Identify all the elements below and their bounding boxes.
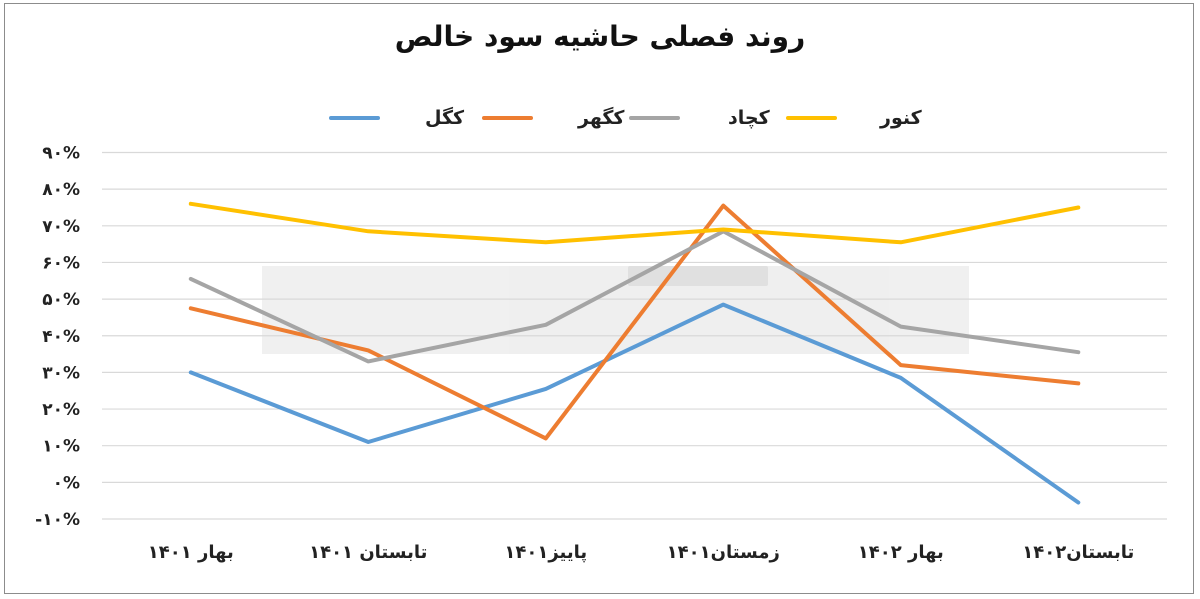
watermark-logo	[262, 266, 969, 354]
legend-label: کگهر	[577, 106, 625, 129]
y-tick-label: ۰%	[53, 473, 80, 493]
chart-title: روند فصلی حاشیه سود خالص	[394, 20, 806, 53]
legend-label: کگل	[425, 106, 465, 129]
x-tick-label: بهار ۱۴۰۲	[858, 542, 944, 563]
y-tick-label: ۱۰%	[42, 437, 80, 457]
y-tick-label: ۳۰%	[42, 363, 80, 383]
y-tick-label: -۱۰%	[35, 510, 80, 530]
y-tick-label: ۸۰%	[42, 180, 80, 200]
x-tick-label: تابستان۱۴۰۲	[1022, 542, 1134, 563]
y-tick-label: ۶۰%	[42, 253, 80, 273]
x-tick-label: زمستان۱۴۰۱	[667, 542, 780, 563]
legend-label: کنور	[879, 107, 923, 129]
x-tick-label: پاییز۱۴۰۱	[504, 542, 587, 563]
series-line	[188, 201, 1081, 245]
y-tick-label: ۷۰%	[42, 217, 80, 237]
y-tick-label: ۹۰%	[42, 144, 80, 164]
series-line	[188, 203, 1081, 441]
x-tick-label: تابستان ۱۴۰۱	[309, 542, 427, 563]
y-tick-label: ۲۰%	[42, 400, 80, 420]
legend-label: کچاد	[728, 107, 771, 129]
series-line	[188, 302, 1081, 505]
y-tick-label: ۴۰%	[42, 327, 80, 347]
series-line	[188, 229, 1081, 364]
x-tick-label: بهار ۱۴۰۱	[148, 542, 234, 563]
y-tick-label: ۵۰%	[42, 290, 80, 310]
